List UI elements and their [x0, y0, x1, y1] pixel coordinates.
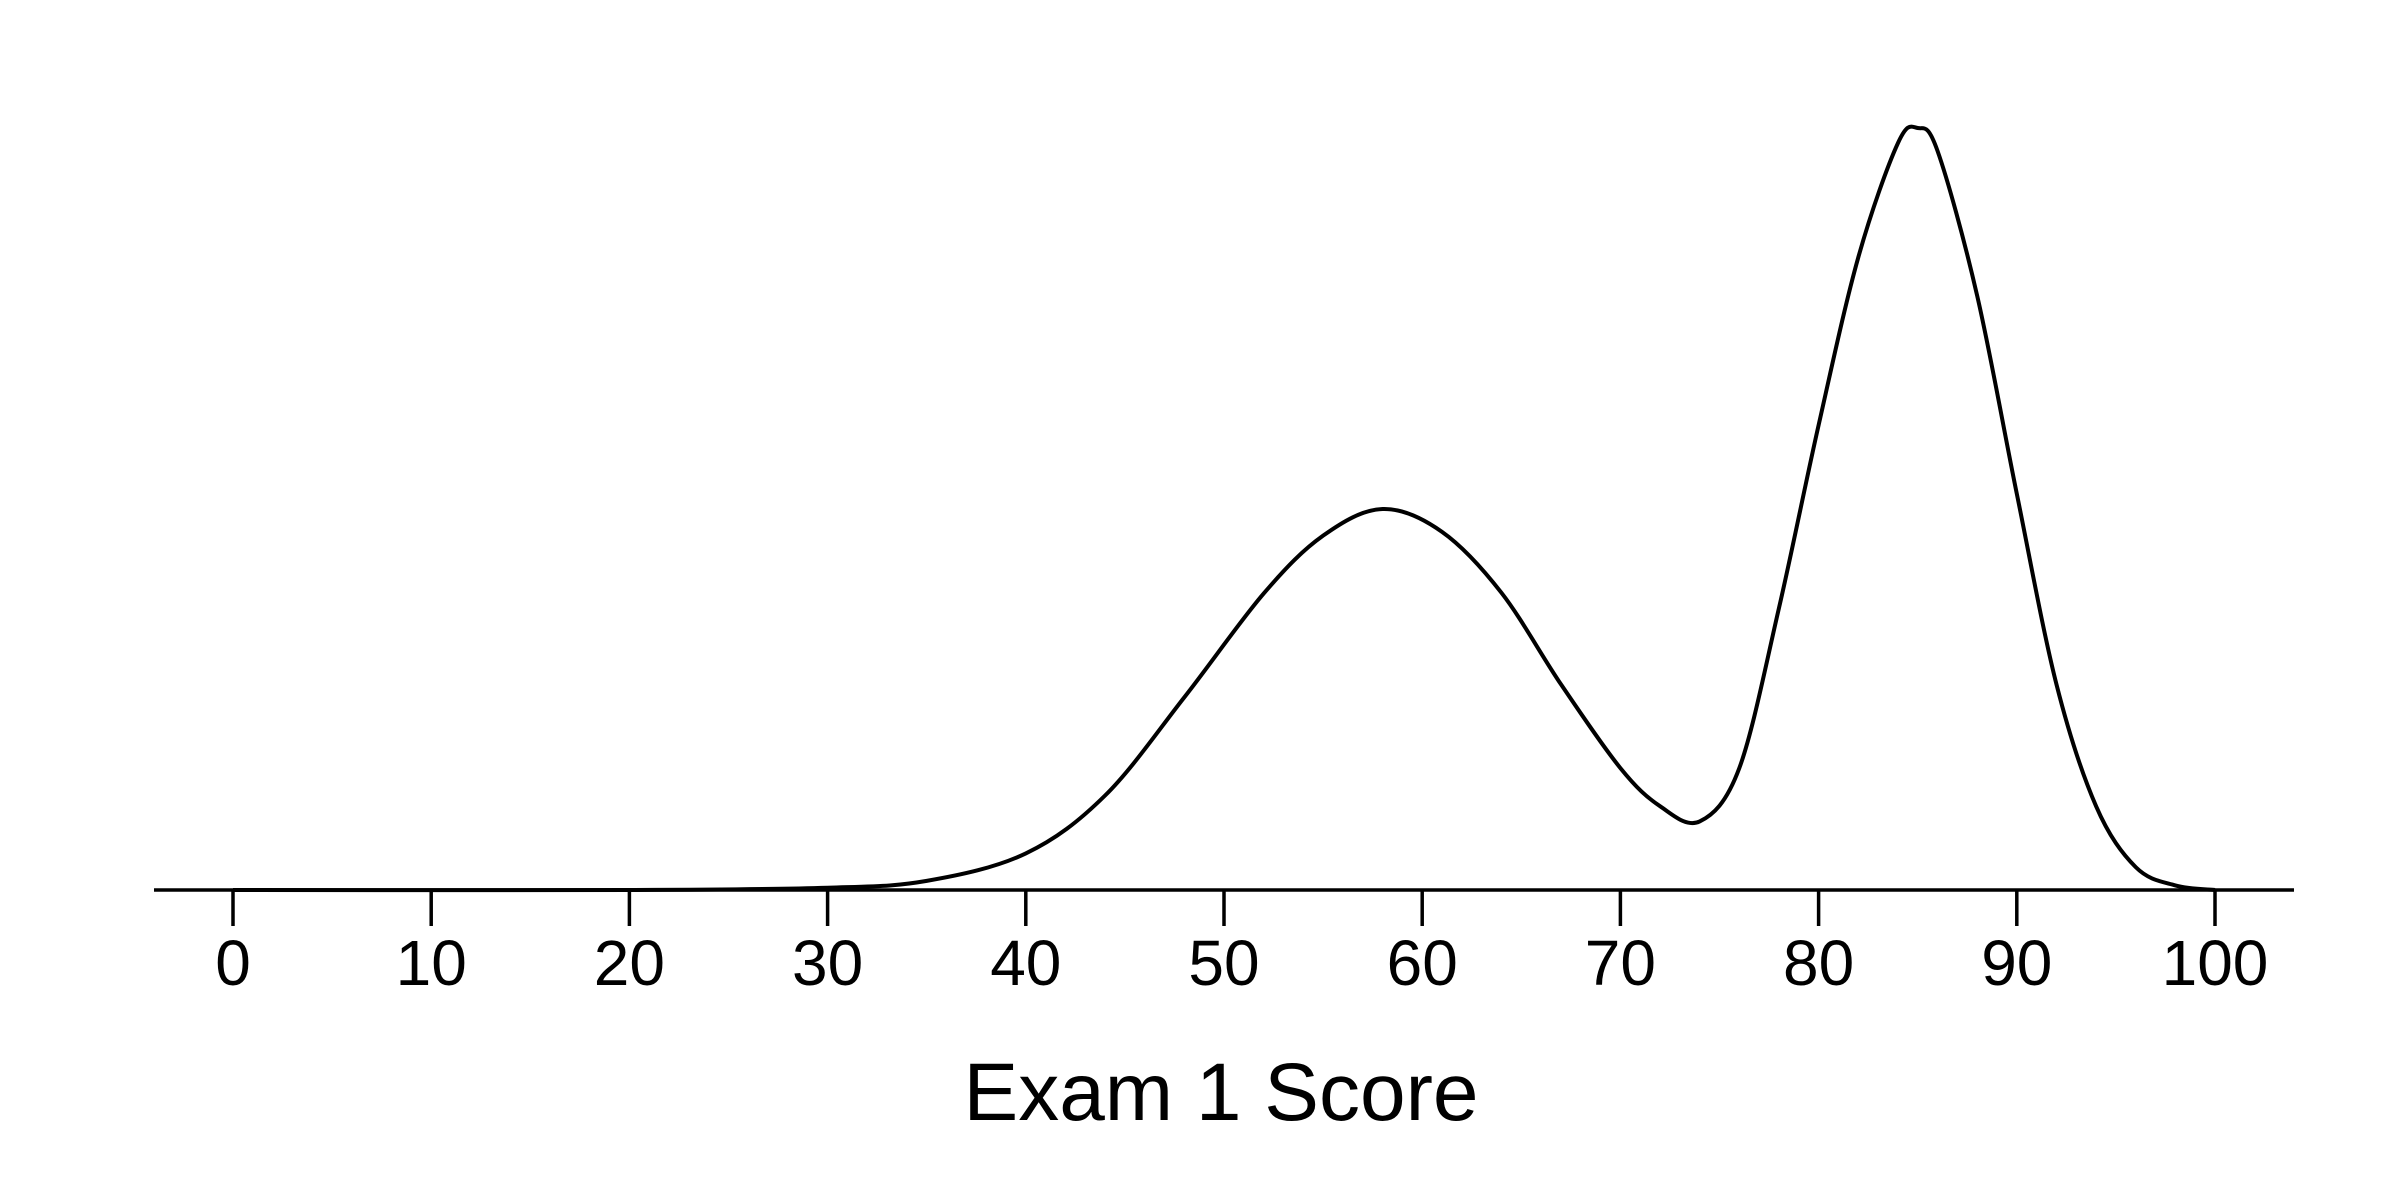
x-tick-label-90: 90	[1981, 927, 2052, 999]
density-curve-0	[232, 124, 2216, 893]
x-axis: 0 10 20 30 40 50 60 70 80 90 100	[154, 888, 2294, 999]
x-tick-label-10: 10	[396, 927, 467, 999]
x-tick-label-80: 80	[1783, 927, 1854, 999]
x-tick-label-20: 20	[594, 927, 665, 999]
x-axis-title: Exam 1 Score	[964, 1047, 1479, 1138]
x-tick-label-100: 100	[2162, 927, 2269, 999]
plot-layer	[232, 124, 2216, 893]
x-tick-label-50: 50	[1188, 927, 1259, 999]
x-tick-label-40: 40	[990, 927, 1061, 999]
x-tick-label-60: 60	[1387, 927, 1458, 999]
x-tick-label-30: 30	[792, 927, 863, 999]
x-tick-label-70: 70	[1585, 927, 1656, 999]
x-tick-label-0: 0	[215, 927, 251, 999]
